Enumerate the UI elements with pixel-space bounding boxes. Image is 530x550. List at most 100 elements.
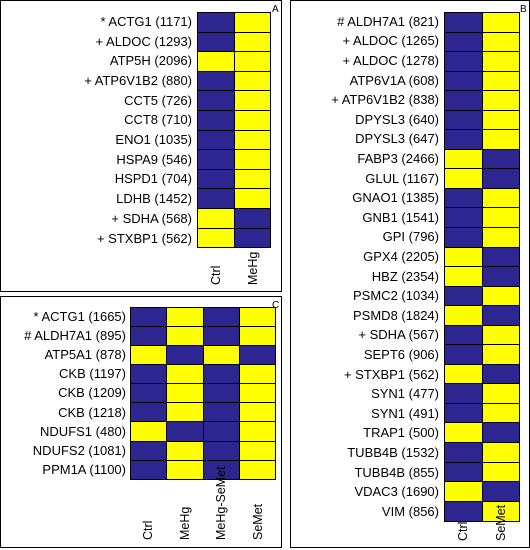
heatmap-cell — [444, 168, 483, 189]
heatmap-cell — [166, 440, 204, 461]
heatmap-cell — [481, 481, 520, 502]
heatmap-cell — [197, 149, 235, 170]
row-label: PSMD8 (1824) — [353, 307, 439, 323]
heatmap-row — [444, 227, 520, 248]
row-label: ATP5H (2096) — [109, 53, 192, 69]
heatmap-cell — [197, 188, 235, 210]
row-label: CCT8 (710) — [124, 112, 192, 128]
heatmap-cell — [481, 90, 520, 111]
heatmap-row — [444, 148, 520, 170]
row-label: + ATP6V1B2 (880) — [84, 72, 192, 88]
heatmap-cell — [129, 421, 168, 442]
heatmap-cell — [129, 402, 168, 423]
heatmap-cell — [444, 90, 483, 111]
heatmap-cell — [481, 500, 520, 522]
heatmap-row — [129, 440, 277, 461]
heatmap-row — [444, 31, 520, 53]
row-label: TRAP1 (500) — [363, 425, 439, 441]
column-label: MeHg-SeMet — [214, 466, 229, 540]
heatmap-cell — [444, 481, 483, 502]
heatmap-cell — [444, 305, 483, 326]
row-label: + ALDOC (1265) — [342, 33, 439, 49]
heatmap-cell — [481, 31, 520, 53]
heatmap-cell — [481, 227, 520, 248]
heatmap-cell — [129, 345, 168, 366]
row-label: + STXBP1 (562) — [96, 230, 192, 246]
heatmap-grid-a — [197, 12, 271, 249]
heatmap-cell — [444, 402, 483, 424]
row-label: VDAC3 (1690) — [354, 484, 439, 500]
heatmap-row — [197, 51, 271, 72]
heatmap-row — [444, 51, 520, 72]
heatmap-cell — [481, 148, 520, 170]
row-label: GNB1 (1541) — [362, 209, 439, 225]
heatmap-row — [444, 168, 520, 189]
heatmap-row — [197, 208, 271, 229]
heatmap-row — [197, 12, 271, 33]
row-label: + ALDOC (1293) — [95, 33, 192, 49]
row-label: FABP3 (2466) — [357, 151, 439, 166]
heatmap-row — [444, 90, 520, 111]
heatmap-cell — [444, 285, 483, 307]
heatmap-row — [444, 500, 520, 522]
heatmap-cell — [444, 344, 483, 365]
heatmap-row — [444, 422, 520, 444]
heatmap-cell — [444, 187, 483, 209]
heatmap-cell — [481, 324, 520, 346]
heatmap-cell — [481, 461, 520, 483]
row-label: HSPA9 (546) — [116, 151, 192, 167]
heatmap-cell — [481, 51, 520, 72]
row-label: NDUFS2 (1081) — [32, 443, 126, 458]
heatmap-cell — [238, 459, 277, 480]
heatmap-row — [444, 402, 520, 424]
heatmap-row — [444, 187, 520, 209]
heatmap-cell — [481, 402, 520, 424]
heatmap-cell — [238, 306, 277, 328]
heatmap-row — [444, 442, 520, 463]
heatmap-cell — [166, 459, 204, 480]
row-label: ATP6V1A (608) — [349, 72, 439, 88]
row-label: + ALDOC (1278) — [342, 53, 439, 68]
heatmap-row — [444, 461, 520, 483]
heatmap-cell — [444, 70, 483, 92]
column-label: Ctrl — [208, 265, 223, 285]
heatmap-cell — [233, 51, 271, 72]
heatmap-cell — [129, 364, 168, 385]
heatmap-cell — [481, 442, 520, 463]
heatmap-cell — [238, 402, 277, 423]
heatmap-row — [129, 364, 277, 385]
heatmap-cell — [202, 326, 240, 347]
row-label: SEPT6 (906) — [363, 347, 439, 362]
heatmap-cell — [481, 187, 520, 209]
column-label: MeHg — [177, 506, 192, 540]
heatmap-cell — [202, 306, 240, 328]
heatmap-row — [444, 363, 520, 385]
heatmap-cell — [444, 207, 483, 229]
row-label: SYN1 (477) — [371, 386, 439, 402]
heatmap-cell — [166, 326, 204, 347]
heatmap-cell — [233, 188, 271, 210]
heatmap-cell — [197, 227, 235, 249]
row-label: GPX4 (2205) — [363, 249, 439, 264]
heatmap-cell — [166, 383, 204, 404]
heatmap-row — [197, 110, 271, 131]
row-label: GPI (796) — [382, 229, 439, 245]
row-label: GLUL (1167) — [365, 170, 439, 186]
heatmap-cell — [481, 363, 520, 385]
heatmap-row — [129, 421, 277, 442]
row-label: # ALDH7A1 (821) — [337, 13, 439, 29]
heatmap-cell — [481, 266, 520, 287]
row-label: TUBB4B (1532) — [347, 445, 439, 460]
row-label: VIM (856) — [381, 503, 439, 519]
column-label: MeHg — [245, 251, 260, 285]
heatmap-row — [444, 109, 520, 131]
heatmap-cell — [481, 168, 520, 189]
row-label: TUBB4B (855) — [354, 464, 439, 480]
heatmap-cell — [444, 148, 483, 170]
heatmap-cell — [166, 345, 204, 366]
heatmap-cell — [481, 70, 520, 92]
heatmap-grid-c — [129, 306, 277, 480]
heatmap-cell — [481, 344, 520, 365]
heatmap-row — [129, 306, 277, 328]
row-label: PSMC2 (1034) — [353, 288, 439, 304]
